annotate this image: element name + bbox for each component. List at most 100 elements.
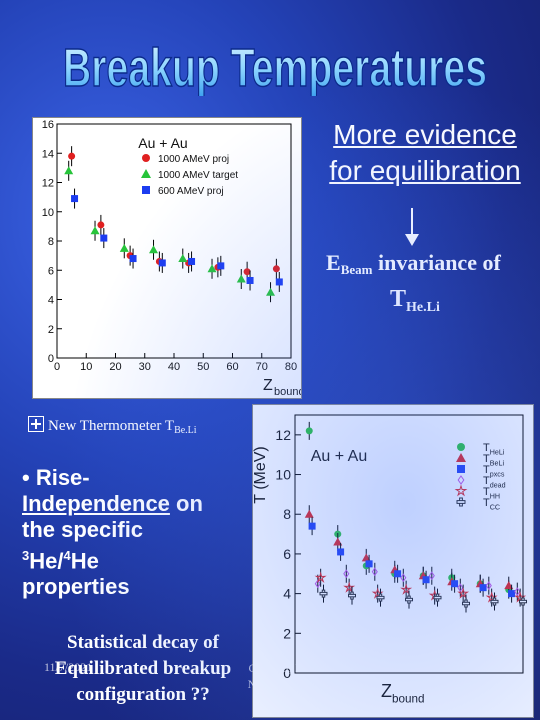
c1-point-2-5 (217, 262, 225, 270)
footer-date: 11/7/2021 (44, 660, 93, 674)
c2-point-5-4 (433, 593, 442, 602)
ebeam-subscript: Beam (340, 262, 373, 277)
c2-legend-label-0: THeLi (483, 442, 505, 456)
c2-point-2-7 (508, 590, 516, 598)
c1-ytick-label-6: 12 (42, 178, 54, 190)
c1-point-1-3 (149, 245, 159, 254)
c1-point-2-3 (158, 259, 166, 267)
c2-point-4-0 (314, 571, 327, 583)
theli-label: THe.Li (390, 286, 510, 316)
c1-legend-label-0: 1000 AMeV proj (158, 154, 229, 165)
chart-temperatures: 0 2 4 6 8 10 12 T (MeV) Au + Au Zbound THeLi TBeLi T… (252, 404, 534, 718)
c2-point-3-5 (457, 583, 464, 593)
c1-point-1-1 (90, 226, 100, 235)
c2-point-1-7 (504, 581, 514, 590)
c2-point-3-6 (485, 581, 492, 591)
c2-point-5-7 (519, 597, 527, 606)
c2-point-1-1 (333, 537, 343, 546)
c1-point-2-0 (71, 195, 79, 203)
c2-point-5-5-h (462, 601, 470, 606)
c2-legend-label-5: TCC (483, 497, 500, 511)
c1-xtick-label-5: 50 (197, 361, 209, 373)
c1-ytick-label-4: 8 (48, 236, 54, 248)
c2-legend-marker-1 (456, 453, 466, 462)
c2-point-3-1 (343, 569, 350, 579)
rise-line5: properties (22, 574, 130, 600)
c2-point-2-4 (422, 576, 430, 584)
title-svg: Breakup Temperatures (62, 37, 488, 99)
c1-point-0-6 (243, 268, 251, 276)
c1-point-0-7 (272, 265, 280, 273)
c1-legend-label-1: 1000 AMeV target (158, 170, 238, 181)
c2-ytick-label-0: 0 (283, 665, 291, 681)
c2-point-5-0 (319, 589, 328, 598)
invariance-text: invariance of (377, 250, 501, 275)
c2-legend-marker-5-h (456, 500, 466, 504)
rise-he3: He/ (29, 548, 64, 574)
more-evidence-text: More evidence for equilibration (322, 117, 528, 189)
c1-xtick-label-8: 80 (285, 361, 297, 373)
c2-legend-label-3: Tdead (483, 475, 506, 489)
ebeam-invariance: EBeam invariance of (326, 250, 526, 278)
c1-ytick-label-8: 16 (42, 119, 54, 131)
c2-point-5-3-h (405, 597, 413, 602)
c1-ytick-label-3: 6 (48, 265, 54, 277)
c1-point-2-7 (275, 278, 283, 286)
c2-ytick-label-2: 4 (283, 586, 291, 602)
c2-point-5-7-h (519, 599, 527, 604)
c2-title: Au + Au (311, 448, 368, 465)
c1-ytick-label-5: 10 (42, 207, 54, 219)
c2-point-5-2-h (376, 595, 385, 600)
c2-legend-marker-4 (454, 484, 468, 497)
c2-point-3-0 (314, 579, 321, 589)
c2-ytick-label-1: 2 (283, 625, 291, 641)
c1-legend-label-2: 600 AMeV proj (158, 186, 224, 197)
rise-line1: • Rise- (22, 465, 90, 490)
c1-point-0-0 (68, 152, 76, 160)
c2-point-3-2 (371, 567, 378, 577)
c2-ytick-label-4: 8 (283, 506, 291, 522)
rise-line2b: on (169, 491, 203, 516)
c2-point-5-0-h (319, 591, 328, 596)
c2-legend-marker-0 (457, 443, 465, 451)
c2-point-5-5 (462, 599, 470, 608)
c2-point-2-1 (337, 548, 345, 556)
c2-point-4-5 (457, 587, 470, 599)
c2-point-3-4 (428, 571, 435, 581)
c1-point-2-6 (246, 276, 254, 284)
c2-point-5-2 (376, 593, 385, 602)
rise-bullet: • Rise- Independence on the specific 3He… (22, 465, 252, 600)
c1-point-0-1 (97, 221, 105, 229)
chart-theli: 024681012141601020304050607080ZboundT_He… (16, 117, 305, 399)
footer-author: G.Raciti, I-Nuclex NUCLEX Firenze, Octob… (247, 661, 339, 707)
c1-point-1-0 (64, 166, 74, 175)
c2-point-4-1 (343, 581, 356, 593)
c2-xlabel: Zbound (381, 681, 425, 705)
c1-ytick-label-0: 0 (48, 353, 54, 365)
c2-ytick-label-6: 12 (275, 427, 291, 443)
c1-point-1-6 (236, 274, 246, 283)
c2-point-5-4-h (433, 595, 442, 600)
c1-point-1-7 (266, 287, 276, 296)
c2-legend-marker-3 (457, 475, 465, 485)
c1-ytick-label-1: 2 (48, 324, 54, 336)
rise-sup-3: 3 (22, 548, 30, 563)
c2-legend-label-2: Tpxcs (483, 464, 505, 478)
c2-point-1-2 (361, 553, 371, 562)
c1-xlabel-sub: bound (274, 386, 301, 398)
t-symbol: T (390, 286, 407, 312)
t-subscript: He.Li (406, 300, 440, 315)
down-arrow-icon (402, 208, 422, 248)
c2-point-5-6 (490, 597, 499, 606)
c1-xtick-label-7: 70 (256, 361, 268, 373)
c1-title: Au + Au (138, 135, 187, 151)
more-evidence-label: More evidence for equilibration (329, 119, 521, 186)
c2-legend-marker-5 (456, 497, 466, 507)
c1-legend-marker-1 (141, 169, 151, 178)
ebeam-symbol: E (326, 250, 341, 275)
c2-point-2-0 (308, 522, 316, 530)
c2-point-2-2 (365, 560, 373, 568)
c1-ytick-label-2: 4 (48, 295, 54, 307)
new-thermometer-sub: Be.Li (174, 425, 197, 436)
